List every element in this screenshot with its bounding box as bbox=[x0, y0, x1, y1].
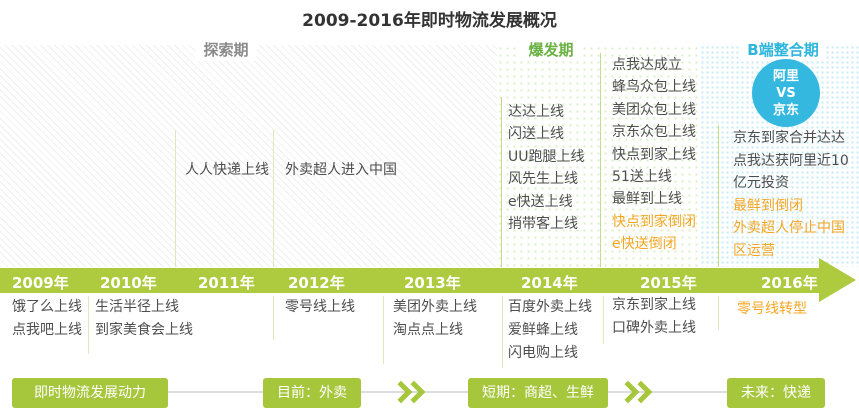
burst-phase-panel bbox=[497, 45, 700, 267]
divider-below-2013 bbox=[383, 296, 384, 364]
divider-2014 bbox=[501, 97, 502, 267]
event-item: 快点到家上线 bbox=[612, 146, 696, 163]
event-item: 闪电购上线 bbox=[508, 345, 578, 361]
flow-connector-line bbox=[100, 391, 755, 393]
event-item: 外卖超人进入中国 bbox=[285, 162, 397, 178]
divider-below-2012 bbox=[273, 296, 274, 340]
event-item: 点我达获阿里近10亿元投资 bbox=[733, 152, 849, 192]
divider-2015 bbox=[600, 53, 601, 267]
event-item: 口碑外卖上线 bbox=[612, 320, 696, 336]
chevron-right-icon bbox=[629, 380, 653, 404]
event-item: 饿了么上线 bbox=[12, 299, 82, 315]
event-item: 美团众包上线 bbox=[612, 101, 696, 118]
event-item: 最鲜到上线 bbox=[612, 191, 682, 208]
phase-label-burst: 爆发期 bbox=[520, 38, 582, 61]
badge-line-vs: VS bbox=[776, 85, 796, 101]
year-2013: 2013年 bbox=[404, 274, 461, 292]
year-2015: 2015年 bbox=[640, 274, 697, 292]
badge-line-jd: 京东 bbox=[772, 102, 799, 118]
events-2012-below: 零号线上线 bbox=[285, 296, 355, 319]
flow-current-chip: 目前：外卖 bbox=[263, 378, 361, 408]
event-item: 京东到家合并达达 bbox=[733, 130, 845, 146]
event-item: 闪送上线 bbox=[508, 126, 564, 143]
event-item: 蜂鸟众包上线 bbox=[612, 79, 696, 96]
event-item: 爱鲜蜂上线 bbox=[508, 322, 578, 338]
phase-label-explore: 探索期 bbox=[195, 38, 257, 61]
event-item: 零号线上线 bbox=[285, 299, 355, 315]
double-chevron-icon bbox=[389, 380, 426, 404]
events-2014-below: 百度外卖上线 爱鲜蜂上线 闪电购上线 bbox=[508, 296, 592, 365]
page-title: 2009-2016年即时物流发展概况 bbox=[302, 11, 557, 31]
divider-below-2014 bbox=[502, 296, 503, 368]
event-item-closed: 外卖超人停止中国区运营 bbox=[733, 220, 845, 259]
event-item: 捎带客上线 bbox=[508, 215, 578, 232]
events-2014-above: 达达上线 闪送上线 UU跑腿上线 风先生上线 e快送上线 捎带客上线 bbox=[508, 101, 585, 235]
event-item: 到家美食会上线 bbox=[95, 322, 193, 338]
event-item: 风先生上线 bbox=[508, 171, 578, 188]
divider-below-2010 bbox=[88, 296, 89, 354]
event-item: 淘点点上线 bbox=[393, 322, 463, 338]
event-item: 点我吧上线 bbox=[12, 322, 82, 338]
event-item: 人人快递上线 bbox=[185, 162, 269, 178]
event-item: 京东到家上线 bbox=[612, 297, 696, 313]
year-2012: 2012年 bbox=[288, 274, 345, 292]
event-item: UU跑腿上线 bbox=[508, 148, 585, 165]
flow-driver-chip: 即时物流发展动力 bbox=[12, 378, 168, 408]
events-2011-above: 人人快递上线 bbox=[185, 159, 269, 181]
events-2009-below: 饿了么上线 点我吧上线 bbox=[12, 296, 82, 342]
phase-label-integration: B端整合期 bbox=[739, 38, 827, 61]
ali-vs-jd-badge: 阿里 VS 京东 bbox=[752, 59, 820, 127]
events-2015-above: 点我达成立 蜂鸟众包上线 美团众包上线 京东众包上线 快点到家上线 51送上线 … bbox=[612, 54, 696, 256]
divider-below-2015 bbox=[603, 296, 604, 344]
year-2011: 2011年 bbox=[198, 274, 255, 292]
event-item: 51送上线 bbox=[612, 168, 672, 185]
events-2016-above: 京东到家合并达达 点我达获阿里近10亿元投资 最鲜到倒闭 外卖超人停止中国区运营 bbox=[733, 127, 855, 262]
chevron-right-icon bbox=[402, 380, 426, 404]
events-2016-below: 零号线转型 bbox=[737, 298, 807, 321]
year-2016: 2016年 bbox=[761, 274, 818, 292]
event-item-transition: 零号线转型 bbox=[737, 301, 807, 317]
year-2014: 2014年 bbox=[521, 274, 578, 292]
event-item-closed: 最鲜到倒闭 bbox=[733, 197, 803, 214]
flow-short-term-chip: 短期：商超、生鲜 bbox=[468, 378, 608, 408]
event-item: 百度外卖上线 bbox=[508, 299, 592, 315]
divider-2016 bbox=[718, 125, 719, 267]
events-2010-below: 生活半径上线 到家美食会上线 bbox=[95, 296, 193, 342]
year-2010: 2010年 bbox=[100, 274, 157, 292]
timeline-arrow-icon bbox=[819, 258, 856, 302]
flow-future-chip: 未来：快递 bbox=[727, 378, 825, 408]
year-2009: 2009年 bbox=[12, 274, 69, 292]
event-item: 达达上线 bbox=[508, 104, 564, 120]
double-chevron-icon bbox=[616, 380, 653, 404]
events-2015-below: 京东到家上线 口碑外卖上线 bbox=[612, 294, 696, 340]
divider-2011 bbox=[175, 130, 176, 267]
event-item-closed: e快送倒闭 bbox=[612, 236, 677, 253]
explore-phase-panel bbox=[0, 45, 497, 267]
divider-below-2016 bbox=[718, 296, 719, 330]
event-item: 点我达成立 bbox=[612, 57, 682, 73]
events-2012-above: 外卖超人进入中国 bbox=[285, 159, 397, 181]
event-item: e快送上线 bbox=[508, 193, 573, 210]
events-2013-below: 美团外卖上线 淘点点上线 bbox=[393, 296, 477, 342]
event-item-closed: 快点到家倒闭 bbox=[612, 213, 696, 230]
divider-2012 bbox=[273, 130, 274, 267]
timeline-band bbox=[0, 268, 820, 293]
event-item: 生活半径上线 bbox=[95, 299, 179, 315]
event-item: 美团外卖上线 bbox=[393, 299, 477, 315]
badge-line-ali: 阿里 bbox=[772, 68, 799, 84]
event-item: 京东众包上线 bbox=[612, 124, 696, 141]
